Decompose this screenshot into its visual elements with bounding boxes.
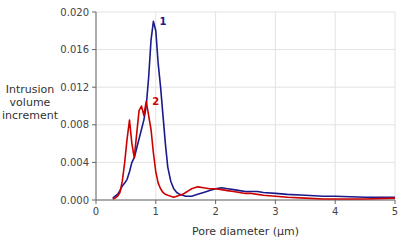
y-grid-line: [96, 162, 395, 163]
y-tick: [92, 124, 96, 125]
x-tick-label: 0: [93, 206, 99, 217]
axes: 0.0000.0040.0080.0120.0160.020012345: [60, 7, 398, 218]
grid: [96, 12, 395, 200]
x-tick: [215, 200, 216, 204]
y-axis-label: Intrusionvolumeincrement: [2, 83, 59, 122]
series-label: 2: [152, 96, 159, 107]
x-tick-label: 2: [212, 206, 218, 217]
y-grid-line: [96, 124, 395, 125]
y-tick-label: 0.016: [60, 44, 89, 55]
y-tick: [92, 200, 96, 201]
x-grid-line: [275, 12, 276, 200]
plot-area: [113, 21, 395, 199]
series-label: 1: [159, 16, 166, 27]
y-tick-label: 0.012: [60, 82, 89, 93]
y-tick: [92, 87, 96, 88]
x-axis-label: Pore diameter (μm): [192, 225, 299, 238]
x-tick-label: 5: [392, 206, 398, 217]
x-tick: [96, 200, 97, 204]
series-line: [113, 101, 395, 199]
y-grid-line: [96, 87, 395, 88]
x-grid-line: [96, 12, 97, 200]
x-tick-label: 4: [332, 206, 338, 217]
y-tick-label: 0.004: [60, 157, 89, 168]
y-tick-label: 0.008: [60, 119, 89, 130]
y-axis-line: [96, 12, 97, 200]
x-tick-label: 1: [153, 206, 159, 217]
y-grid-line: [96, 49, 395, 50]
x-tick: [155, 200, 156, 204]
series-line: [113, 21, 395, 198]
x-grid-line: [395, 12, 396, 200]
series-labels: 12: [152, 16, 166, 107]
y-tick: [92, 162, 96, 163]
y-tick: [92, 12, 96, 13]
x-tick: [335, 200, 336, 204]
y-tick-label: 0.020: [60, 7, 89, 18]
x-grid-line: [335, 12, 336, 200]
x-tick-label: 3: [272, 206, 278, 217]
x-grid-line: [215, 12, 216, 200]
y-tick: [92, 49, 96, 50]
y-grid-line: [96, 12, 395, 13]
chart: 0.0000.0040.0080.0120.0160.020012345Pore…: [0, 0, 407, 246]
y-tick-label: 0.000: [60, 195, 89, 206]
x-tick: [275, 200, 276, 204]
x-tick: [395, 200, 396, 204]
